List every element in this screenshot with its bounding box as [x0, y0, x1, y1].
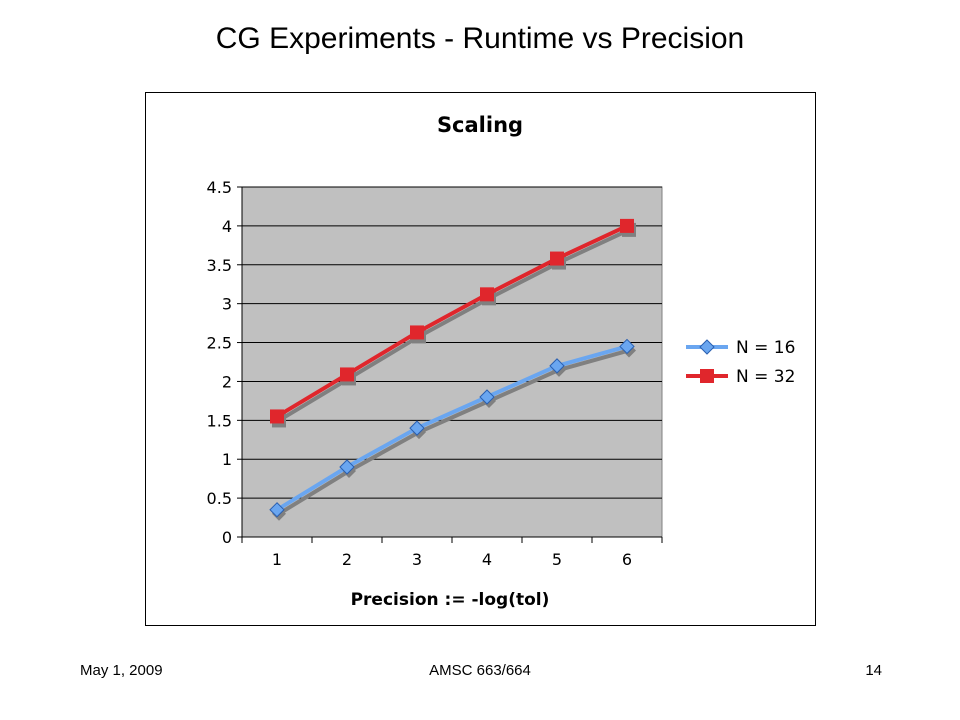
series-line [275, 344, 628, 512]
series-shadow [277, 228, 630, 423]
data-point [340, 367, 354, 382]
x-tick-label: 2 [342, 550, 352, 569]
y-tick-label: 4.5 [207, 178, 232, 197]
y-tick-label: 2.5 [207, 334, 232, 353]
data-point [479, 389, 495, 405]
data-point [410, 325, 424, 340]
legend-label: N = 16 [736, 338, 795, 358]
chart-title: Scaling [437, 113, 523, 137]
data-point [269, 502, 285, 518]
data-point [339, 459, 355, 475]
series-shadow [277, 348, 630, 516]
legend-marker [700, 369, 714, 383]
y-tick-label: 0.5 [207, 489, 232, 508]
y-tick-label: 1.5 [207, 411, 232, 430]
x-tick-label: 1 [272, 550, 282, 569]
legend-label: N = 32 [736, 367, 795, 387]
scaling-chart: Scaling 0 0.5 1 1.5 2 2.5 3 3.5 4 4.5 1 2 3 4 5 6 Preci… [207, 113, 796, 610]
x-tick-label: 4 [482, 550, 492, 569]
footer-page-number: 14 [865, 662, 882, 679]
y-tick-label: 2 [222, 372, 232, 391]
x-tick-label: 6 [622, 550, 632, 569]
series-line [275, 224, 628, 419]
legend: N = 16 N = 32 [686, 338, 795, 387]
data-point [550, 251, 564, 266]
data-point [549, 358, 565, 374]
y-tick-label: 3.5 [207, 256, 232, 275]
y-tick-label: 3 [222, 295, 232, 314]
data-point [480, 287, 494, 302]
chart-frame: Scaling 0 0.5 1 1.5 2 2.5 3 3.5 4 4.5 1 2 3 4 5 6 Preci… [145, 92, 816, 626]
y-tick-label: 4 [222, 217, 232, 236]
legend-marker [699, 339, 715, 355]
data-point [409, 420, 425, 436]
data-point [620, 218, 634, 233]
data-point [619, 338, 635, 355]
footer-course: AMSC 663/664 [429, 662, 531, 679]
data-point [270, 409, 284, 424]
slide-title: CG Experiments - Runtime vs Precision [215, 22, 745, 55]
x-axis-label: Precision := -log(tol) [351, 590, 550, 610]
x-tick-label: 3 [412, 550, 422, 569]
y-tick-label: 1 [222, 450, 232, 469]
footer-date: May 1, 2009 [80, 662, 163, 679]
y-tick-label: 0 [222, 528, 232, 547]
x-tick-label: 5 [552, 550, 562, 569]
